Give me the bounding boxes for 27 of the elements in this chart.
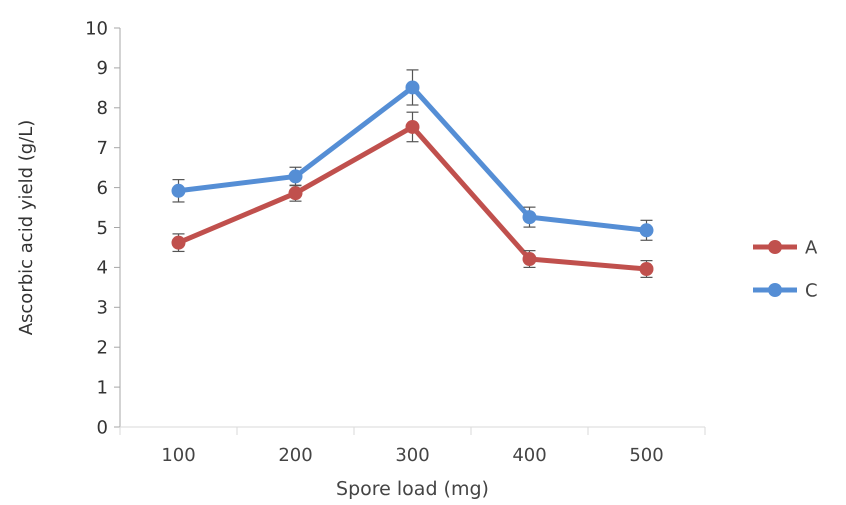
- x-tick-label: 100: [161, 445, 196, 466]
- point: [406, 80, 420, 94]
- x-tick-label: 200: [278, 445, 313, 466]
- x-tick-label: 400: [512, 445, 547, 466]
- y-tick-label: 7: [96, 138, 108, 159]
- y-axis-title: Ascorbic acid yield (g/L): [16, 120, 37, 336]
- y-tick-label: 1: [96, 377, 108, 398]
- y-tick-label: 0: [96, 417, 108, 438]
- point: [640, 223, 654, 238]
- y-tick-label: 2: [96, 338, 108, 358]
- x-axis-title: Spore load (mg): [336, 478, 489, 500]
- y-tick-label: 3: [96, 298, 108, 319]
- legend-label: C: [805, 280, 818, 302]
- y-tick-label: 4: [96, 258, 108, 279]
- y-tick-label: 6: [96, 178, 108, 199]
- legend-label: A: [805, 237, 818, 258]
- point: [172, 184, 186, 198]
- y-tick-label: 10: [85, 18, 108, 40]
- y-tick-label: 9: [96, 58, 108, 80]
- y-tick-label: 5: [96, 218, 108, 239]
- point: [522, 210, 536, 224]
- point: [288, 169, 302, 184]
- x-tick-label: 300: [395, 445, 430, 466]
- y-tick-label: 8: [96, 98, 108, 120]
- point: [172, 236, 186, 250]
- x-tick-label: 500: [629, 445, 664, 466]
- point: [406, 120, 420, 134]
